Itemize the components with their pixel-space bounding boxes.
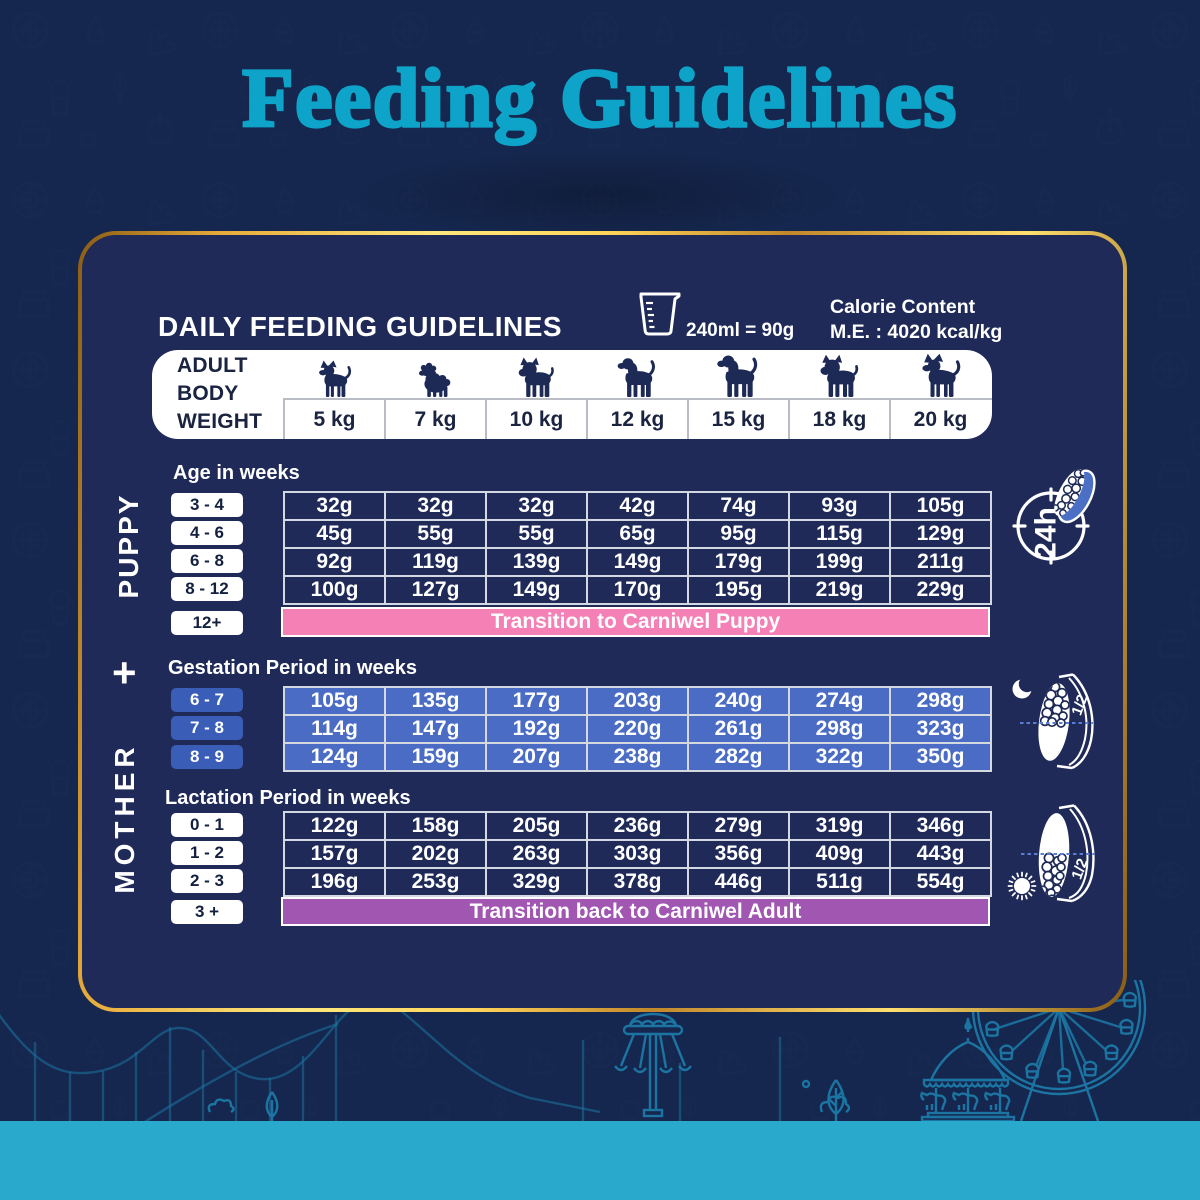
svg-text:1/2: 1/2 xyxy=(1068,692,1091,717)
svg-text:1/2: 1/2 xyxy=(1068,856,1091,881)
svg-text:24h: 24h xyxy=(1030,507,1063,559)
